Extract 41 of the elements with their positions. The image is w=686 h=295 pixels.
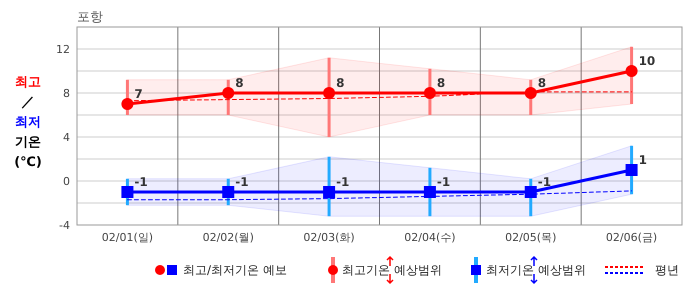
point <box>524 186 537 198</box>
y-tick-label: 8 <box>63 87 70 100</box>
data-label: 1 <box>638 153 647 167</box>
y-tick-label: 4 <box>63 131 70 144</box>
data-label: 8 <box>436 76 446 90</box>
point <box>424 87 436 99</box>
text: 최고기온 예상범위 <box>342 263 442 277</box>
y-tick-label: 0 <box>63 175 70 188</box>
x-tick-label: 02/06(금) <box>606 231 658 244</box>
data-label: -1 <box>134 175 148 189</box>
data-label: 8 <box>235 76 244 90</box>
point <box>222 87 234 99</box>
data-label: 7 <box>134 87 143 101</box>
text: 평년 <box>655 263 679 277</box>
y-axis-title: 최고 ／ 최저 기온 (℃) <box>14 75 42 170</box>
x-tick-label: 02/01(일) <box>102 231 154 244</box>
x-tick-label: 02/04(수) <box>404 231 456 244</box>
x-tick-label: 02/03(화) <box>303 231 355 244</box>
data-label: 8 <box>538 76 546 90</box>
y-tick-label: -4 <box>59 219 70 232</box>
data-label: 8 <box>336 76 344 90</box>
point <box>121 186 134 198</box>
chart-title: 포항 <box>77 10 103 25</box>
point <box>323 186 336 198</box>
data-label: -1 <box>235 175 249 189</box>
y-tick-label: 12 <box>56 43 70 56</box>
data-label: -1 <box>436 175 450 189</box>
x-tick-label: 02/05(목) <box>505 231 556 244</box>
text: 최고/최저기온 예보 <box>183 263 287 277</box>
text: 최저기온 예상범위 <box>486 263 586 277</box>
data-label: -1 <box>336 175 350 189</box>
point <box>626 164 638 176</box>
point <box>121 98 134 110</box>
x-tick-label: 02/02(월) <box>202 231 254 244</box>
data-label: 10 <box>638 54 656 68</box>
point <box>222 186 234 198</box>
data-label: -1 <box>538 175 552 189</box>
point <box>424 186 436 198</box>
point <box>626 65 638 77</box>
point <box>524 87 537 99</box>
point <box>323 87 336 99</box>
